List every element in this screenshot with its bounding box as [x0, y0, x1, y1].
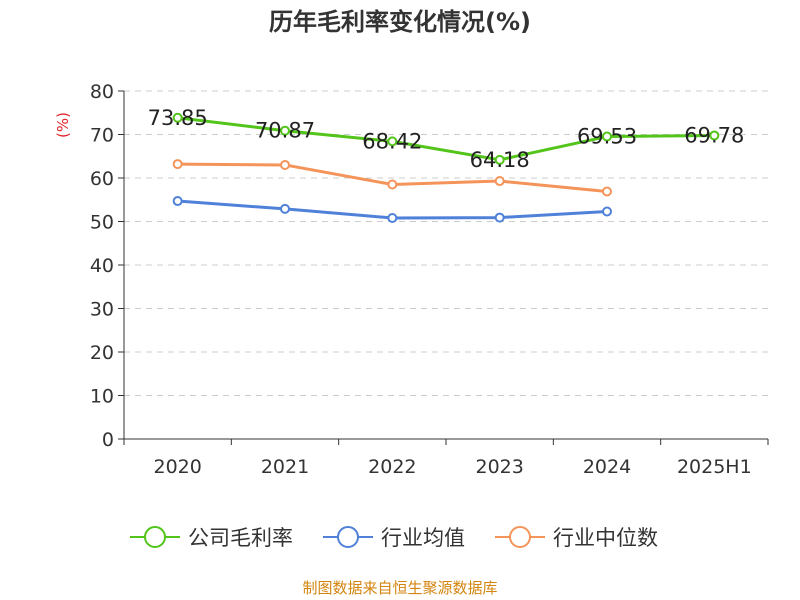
data-point [280, 159, 290, 170]
y-tick-label: 10 [90, 386, 114, 408]
data-label: 64.18 [470, 148, 530, 172]
y-tick-label: 20 [90, 342, 114, 364]
data-label: 73.85 [148, 106, 208, 130]
series-layer [172, 112, 720, 224]
data-point [709, 130, 720, 141]
data-point [602, 186, 612, 197]
y-tick-label: 80 [90, 81, 114, 103]
data-point [172, 159, 183, 170]
data-label: 70.87 [255, 119, 315, 143]
legend-marker [509, 526, 531, 548]
data-point [387, 136, 398, 147]
x-tick-label: 2021 [261, 456, 309, 478]
data-label: 68.42 [362, 129, 422, 153]
y-tick-label: 30 [90, 299, 114, 321]
x-tick-label: 2023 [475, 456, 523, 478]
data-point [494, 176, 505, 187]
data-point [280, 203, 290, 214]
data-point [172, 112, 183, 123]
data-point [387, 179, 398, 190]
data-point [280, 125, 290, 136]
legend-label: 行业中位数 [553, 526, 658, 550]
source-note: 制图数据来自恒生聚源数据库 [302, 579, 497, 597]
legend-marker [144, 526, 166, 548]
data-label: 69.53 [577, 125, 637, 149]
y-axis-label: (%) [54, 112, 72, 138]
x-tick-label: 2022 [368, 456, 416, 478]
y-tick-label: 50 [90, 212, 114, 234]
axes: 0 10 20 30 40 50 60 70 80 2020 2021 2022 2023 2024 202… [90, 81, 769, 478]
legend: 公司毛利率 行业均值 行业中位数 [130, 526, 658, 550]
data-point [602, 131, 612, 142]
legend-label: 行业均值 [381, 526, 465, 550]
series-line [177, 116, 715, 162]
chart-title: 历年毛利率变化情况(%) [269, 8, 531, 36]
x-tick-label: 2025H1 [677, 456, 752, 478]
grid-lines [124, 90, 768, 396]
data-point [494, 154, 505, 165]
data-label: 69.78 [684, 123, 744, 147]
legend-label: 公司毛利率 [188, 526, 293, 550]
legend-marker [337, 526, 359, 548]
data-labels: 73.85 70.87 68.42 64.18 69.53 69.78 [148, 106, 745, 172]
data-point [494, 212, 505, 223]
y-tick-label: 60 [90, 168, 114, 190]
y-tick-label: 0 [102, 429, 114, 451]
x-tick-label: 2020 [153, 456, 201, 478]
data-point [602, 206, 612, 217]
x-tick-label: 2024 [583, 456, 631, 478]
y-tick-label: 40 [90, 255, 114, 277]
data-point [172, 196, 183, 207]
y-tick-label: 70 [90, 125, 114, 147]
data-point [387, 213, 398, 224]
